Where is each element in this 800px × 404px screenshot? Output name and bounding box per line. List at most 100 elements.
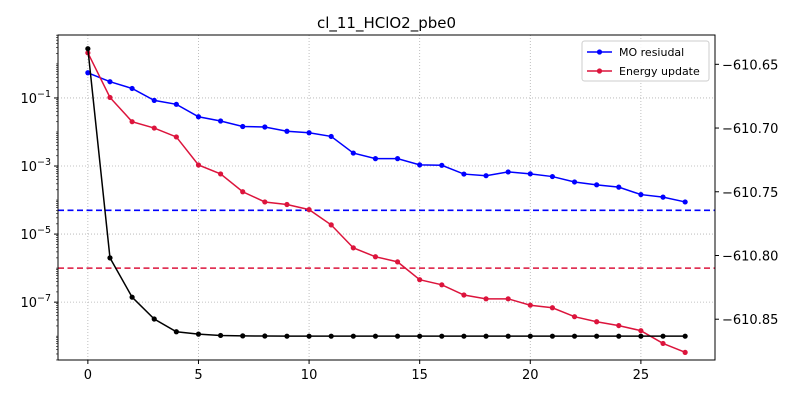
series-3-point — [328, 333, 334, 339]
series-3-point — [284, 333, 290, 339]
mo-resiudal-point — [306, 130, 312, 136]
left-y-tick-label: 10−3 — [20, 157, 51, 175]
mo-resiudal-point — [85, 70, 91, 76]
series-3-point — [439, 333, 445, 339]
right-y-tick-label: −610.85 — [722, 313, 778, 328]
mo-resiudal-point — [461, 171, 467, 177]
threshold-lines — [58, 209, 715, 269]
energy-update-point — [217, 171, 224, 177]
series-3-point — [85, 46, 91, 52]
series-3-line — [87, 48, 686, 337]
series-3-point — [350, 333, 356, 339]
right-y-tick-label: −610.65 — [722, 58, 778, 73]
legend-marker — [596, 49, 603, 55]
mo-resiudal-point — [173, 101, 179, 107]
energy-update-point — [638, 328, 644, 334]
energy-update-point — [616, 322, 622, 329]
right-y-tick-label: −610.70 — [722, 122, 778, 137]
series-3-point — [217, 332, 224, 339]
mo-resiudal-point — [549, 173, 556, 180]
mo-resiudal-point — [417, 162, 423, 168]
legend-label: Energy update — [619, 65, 700, 78]
x-tick-label: 10 — [301, 368, 318, 383]
energy-update-point — [151, 125, 157, 131]
mo-resiudal-line — [87, 72, 686, 203]
series-3-point — [240, 333, 246, 339]
energy-update-point — [483, 296, 489, 302]
legend-label: MO resiudal — [619, 46, 684, 59]
series-3-point — [682, 333, 688, 339]
energy-update-point — [284, 201, 290, 208]
legend-box — [581, 40, 710, 82]
mo-resiudal-point — [129, 85, 135, 92]
mo-resiudal-point — [372, 156, 379, 162]
right-y-tick-label: −610.80 — [722, 249, 778, 264]
series-3-point — [660, 333, 666, 339]
series-3-point — [483, 333, 489, 339]
left-y-tick-label: 10−1 — [20, 89, 51, 107]
series-3-point — [394, 333, 401, 339]
energy-update-point — [107, 94, 113, 101]
x-tick-label: 15 — [411, 368, 428, 383]
energy-update-point — [306, 207, 312, 213]
series-3-point — [616, 333, 622, 339]
x-tick-label: 5 — [194, 368, 202, 383]
series-3-point — [527, 333, 533, 339]
mo-resiudal-point — [195, 114, 202, 120]
plot-frame — [57, 34, 716, 361]
energy-update-point — [129, 119, 135, 125]
series-3-point — [306, 333, 312, 339]
energy-update-point — [439, 282, 445, 288]
energy-update-point — [571, 314, 578, 320]
x-tick-label: 25 — [633, 368, 650, 383]
energy-update-point — [660, 340, 666, 347]
series-3-point — [571, 333, 578, 339]
mo-resiudal-point — [107, 79, 113, 85]
x-tick-label: 20 — [522, 368, 539, 383]
energy-update-line — [87, 52, 686, 354]
energy-update-point — [240, 189, 246, 195]
series-3-point — [505, 333, 511, 339]
series-3-point — [107, 255, 113, 261]
x-axis: 0 5 10 15 20 25 — [84, 360, 649, 383]
energy-update-point — [394, 259, 401, 265]
right-y-tick-label: −610.75 — [722, 186, 778, 201]
energy-update-point — [549, 305, 556, 311]
mo-resiudal-point — [682, 199, 688, 205]
mo-resiudal-point — [328, 133, 334, 140]
left-y-tick-label: 10−7 — [20, 293, 51, 311]
energy-update-point — [328, 222, 334, 228]
x-tick-label: 0 — [84, 368, 92, 383]
energy-update-point — [195, 162, 202, 168]
mo-resiudal-point — [594, 182, 600, 188]
mo-resiudal-point — [240, 123, 246, 130]
energy-update-point — [505, 296, 511, 302]
energy-update-point — [417, 277, 423, 283]
mo-resiudal-point — [217, 118, 224, 124]
mo-resiudal-point — [638, 191, 644, 198]
mo-resiudal-point — [505, 169, 511, 175]
series-3-point — [372, 333, 379, 339]
mo-resiudal-point — [394, 156, 401, 162]
energy-update-point — [372, 254, 379, 260]
energy-update-point — [527, 302, 533, 308]
left-y-axis: 10−1 10−3 10−5 10−7 — [20, 34, 58, 361]
grid — [58, 35, 715, 360]
mo-resiudal-point — [350, 150, 356, 156]
series-3-point — [549, 333, 556, 339]
mo-resiudal-point — [151, 97, 157, 103]
series-3-point — [461, 333, 467, 339]
legend-marker — [596, 68, 603, 74]
energy-update-point — [594, 319, 600, 325]
mo-resiudal-point — [262, 124, 268, 130]
series-3-point — [173, 329, 179, 335]
left-y-tick-label: 10−5 — [20, 225, 51, 243]
series-3-point — [417, 333, 423, 339]
energy-update-point — [461, 292, 467, 298]
mo-resiudal-point — [616, 184, 622, 190]
mo-resiudal-point — [660, 194, 666, 200]
series-3-point — [129, 294, 135, 300]
mo-resiudal-point — [483, 173, 489, 179]
